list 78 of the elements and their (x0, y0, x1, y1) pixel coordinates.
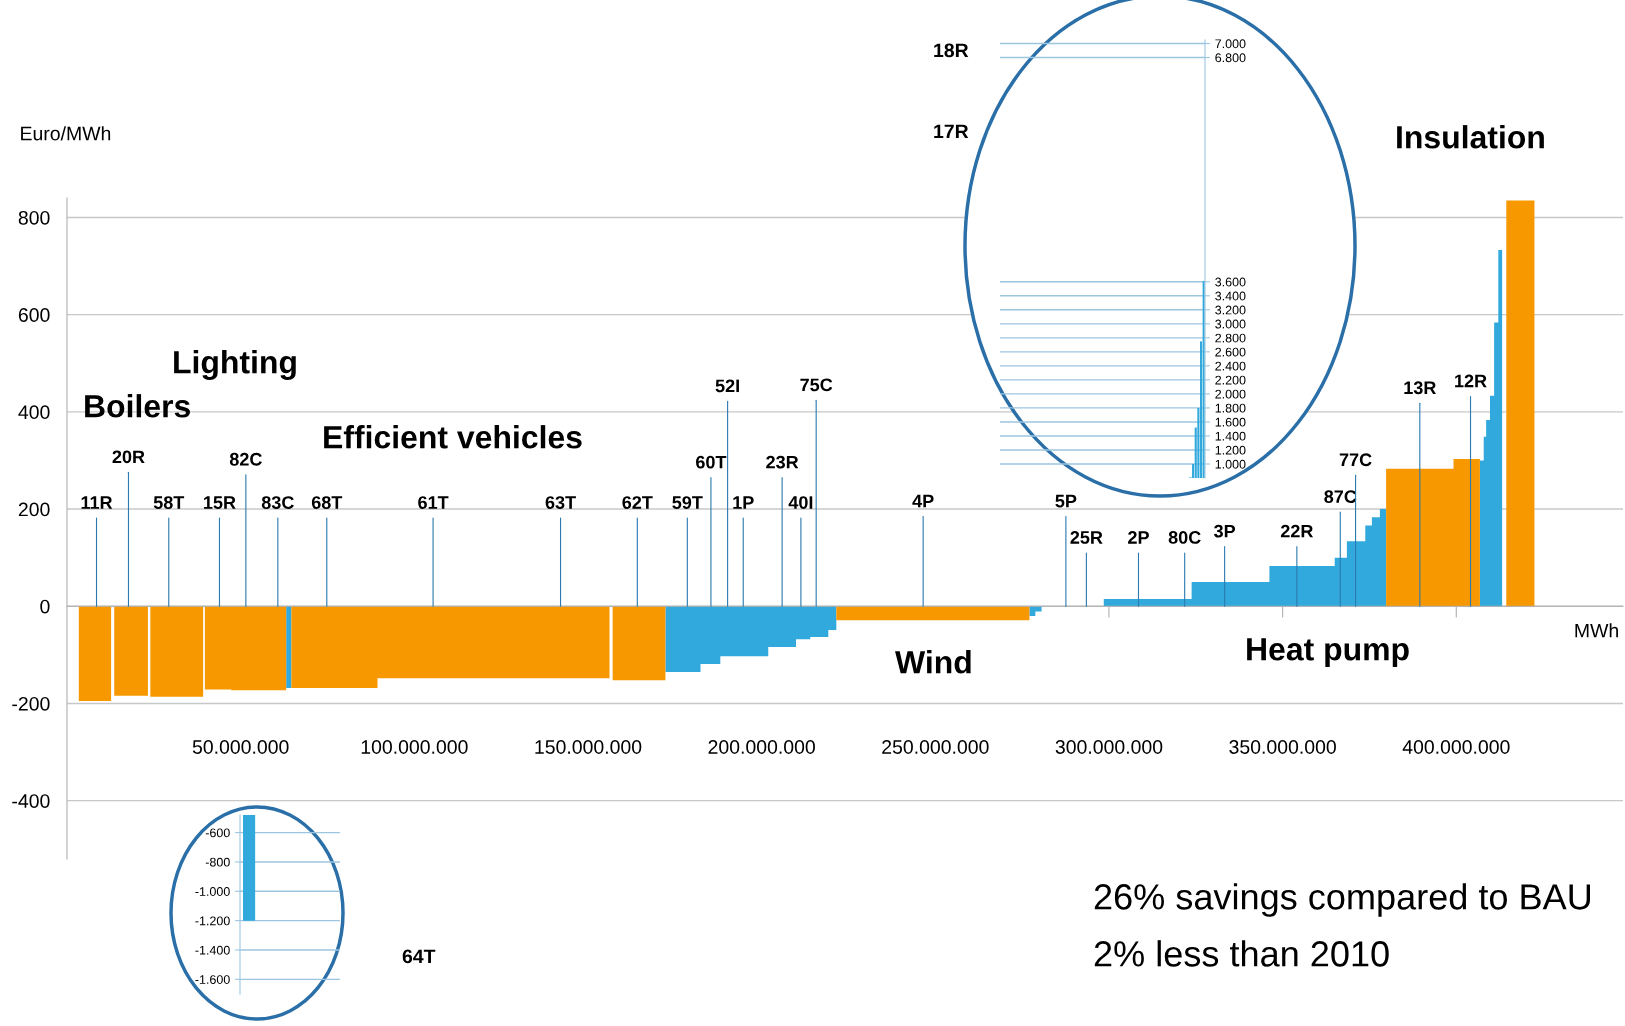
annotation: 62T (622, 496, 653, 509)
annotation: 83C (261, 496, 294, 509)
y-tick-label: 6.800 (1215, 53, 1246, 63)
y-tick-label: 0 (40, 599, 50, 614)
y-tick-label: -600 (205, 828, 230, 838)
y-tick-label: -1.400 (195, 945, 230, 955)
annotation: 15R (204, 496, 236, 509)
y-tick-label: 3.600 (1215, 277, 1246, 287)
y-tick-label: 2.800 (1215, 333, 1246, 343)
text: 17R (934, 124, 969, 139)
y-tick-label: 7.000 (1215, 39, 1246, 49)
annotation: 77C (1339, 453, 1372, 467)
annotation: 80C (1168, 531, 1201, 544)
annotation: 63T (545, 496, 576, 509)
y-tick-label: 1.400 (1215, 431, 1246, 441)
text: 26% savings compared to BAU (1094, 883, 1590, 917)
annotation: Heat pump (1247, 638, 1409, 667)
y-tick-label: 3.200 (1215, 305, 1246, 315)
annotation: 25R (1070, 531, 1103, 544)
y-tick-label: 2.200 (1215, 375, 1246, 385)
x-tick-label: 300.000.000 (1055, 740, 1163, 754)
y-tick-label: 400 (18, 405, 50, 420)
annotation: 2P (1128, 531, 1149, 544)
x-tick-label: 400.000.000 (1402, 740, 1510, 754)
y-tick-label: 1.600 (1215, 417, 1246, 427)
y-tick-label: 1.800 (1215, 403, 1246, 413)
annotation: 4P (912, 494, 934, 508)
annotation: 60T (696, 455, 727, 469)
annotation: 1P (733, 496, 754, 509)
annotation: 68T (311, 496, 343, 509)
y-tick-label: 200 (18, 502, 50, 517)
annotation: 5P (1055, 494, 1077, 508)
annotation: 61T (418, 496, 449, 509)
annotation: 40I (788, 496, 813, 509)
annotation: 3P (1213, 524, 1236, 538)
y-tick-label: -1.000 (195, 887, 230, 896)
annotation: Efficient vehicles (324, 425, 582, 449)
annotation: 12R (1455, 374, 1487, 388)
y-tick-label: 1.000 (1215, 459, 1246, 469)
y-tick-label: 3.000 (1215, 319, 1246, 329)
x-tick-label: 100.000.000 (361, 740, 468, 754)
y-tick-label: -1.600 (195, 975, 230, 984)
text: 2% less than 2010 (1094, 940, 1389, 967)
x-axis-title: MWh (1575, 623, 1618, 638)
annotation: 75C (800, 378, 833, 392)
annotation: 20R (112, 450, 145, 464)
annotation: Boilers (85, 394, 190, 418)
annotation: 59T (672, 496, 703, 509)
y-axis-title: Euro/MWh (21, 126, 111, 141)
annotation: 11R (81, 496, 113, 509)
text: 18R (934, 43, 969, 58)
annotation: 87C (1324, 490, 1357, 504)
y-tick-label: 600 (18, 308, 50, 322)
y-tick-label: 800 (18, 210, 50, 225)
y-tick-label: -200 (12, 696, 50, 711)
annotation: Lighting (174, 350, 296, 380)
annotation: Wind (895, 650, 971, 674)
annotation: 82C (229, 452, 262, 466)
x-tick-label: 200.000.000 (708, 740, 815, 754)
y-tick-label: 2.600 (1215, 347, 1246, 357)
x-tick-label: 250.000.000 (882, 740, 989, 754)
y-tick-label: -800 (205, 857, 230, 867)
y-tick-label: 2.400 (1215, 361, 1246, 371)
annotation: 22R (1280, 524, 1314, 538)
text: Insulation (1397, 125, 1544, 149)
y-tick-label: 1.200 (1215, 445, 1246, 455)
text: 64T (402, 949, 436, 964)
annotation: 58T (153, 496, 185, 509)
y-tick-label: 2.000 (1215, 389, 1246, 399)
x-tick-label: 150.000.000 (535, 740, 642, 754)
y-tick-label: 3.400 (1215, 291, 1246, 301)
y-tick-label: -1.200 (195, 916, 230, 926)
x-tick-label: 50.000.000 (192, 740, 289, 754)
y-tick-label: -400 (12, 794, 50, 808)
annotation: 52I (715, 379, 739, 393)
annotation: 23R (766, 455, 799, 469)
annotation: 13R (1404, 381, 1437, 395)
x-tick-label: 350.000.000 (1229, 740, 1336, 754)
